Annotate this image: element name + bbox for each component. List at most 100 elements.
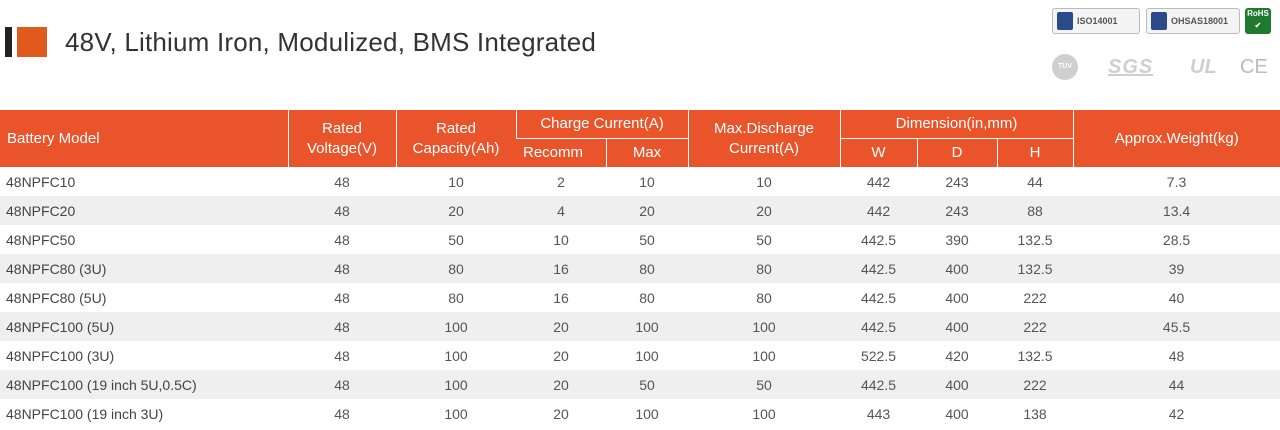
battery-spec-table: Battery Model Rated Voltage(V) Rated Cap…	[0, 110, 1280, 428]
cell-recomm: 20	[553, 405, 569, 422]
cell-recomm: 2	[557, 173, 565, 190]
cell-w: 442.5	[840, 254, 918, 283]
cell-max: 50	[639, 231, 655, 248]
iso14001-badge: ISO14001	[1052, 8, 1140, 34]
cell-h: 88	[997, 196, 1074, 225]
cell-max: 10	[639, 173, 655, 190]
cell-weight: 44	[1073, 370, 1280, 399]
cell-voltage: 48	[334, 231, 350, 248]
cell-h: 132.5	[1017, 231, 1053, 248]
cell-discharge: 100	[688, 312, 841, 341]
cell-max: 80	[639, 289, 655, 306]
tuv-logo: TÜV	[1052, 54, 1078, 80]
cell-w: 442.5	[860, 231, 897, 248]
cell-model: 48NPFC100 (5U)	[0, 312, 288, 341]
certificate-icon	[1151, 12, 1167, 30]
cell-capacity: 20	[396, 196, 516, 225]
header-dimension: Dimension(in,mm)	[839, 110, 1074, 139]
cell-capacity: 100	[396, 370, 516, 399]
cell-discharge: 80	[688, 254, 841, 283]
cell-model: 48NPFC20	[0, 196, 288, 225]
cell-voltage: 48	[288, 254, 396, 283]
cell-max: 100	[635, 347, 659, 364]
header-rated-voltage: Rated Voltage(V)	[287, 110, 396, 167]
cell-max: 100	[606, 312, 689, 341]
table-row: 48NPFC100 (3U) 48 100 20 100 100 522.5 420 132.5…	[0, 341, 1280, 370]
cell-d: 390	[945, 231, 969, 248]
cell-d: 243	[945, 173, 969, 190]
table-row: 48NPFC100 (19 inch 5U,0.5C) 48 100 20 50 50 44…	[0, 370, 1280, 399]
cell-discharge: 10	[756, 173, 772, 190]
title-row: 48V, Lithium Iron, Modulized, BMS Integr…	[0, 22, 596, 62]
cell-voltage: 48	[288, 370, 396, 399]
cell-weight: 28.5	[1162, 231, 1191, 248]
header-max: Max	[605, 138, 689, 167]
cell-weight: 13.4	[1073, 196, 1280, 225]
cell-model: 48NPFC100 (3U)	[6, 347, 115, 364]
ohsas18001-badge: OHSAS18001	[1146, 8, 1240, 34]
cell-d: 420	[945, 347, 969, 364]
cell-d: 400	[917, 312, 998, 341]
certificate-icon	[1057, 12, 1073, 30]
cell-discharge: 100	[752, 347, 776, 364]
cell-capacity: 50	[448, 231, 464, 248]
cell-capacity: 100	[444, 405, 468, 422]
cell-h: 222	[997, 370, 1074, 399]
cell-voltage: 48	[334, 173, 350, 190]
cell-model: 48NPFC10	[6, 173, 76, 190]
cell-max: 50	[606, 370, 689, 399]
ul-logo: UL	[1190, 56, 1217, 78]
header-recomm: Recomm	[516, 138, 606, 167]
table-row: 48NPFC20 48 20 4 20 20 442 243 88 13.4	[0, 196, 1280, 225]
cell-model: 48NPFC100 (19 inch 3U)	[6, 405, 164, 422]
cell-voltage: 48	[288, 196, 396, 225]
cell-d: 400	[917, 254, 998, 283]
table-row: 48NPFC50 48 50 10 50 50 442.5 390 132.5 28.5	[0, 225, 1280, 254]
cell-w: 442	[866, 173, 891, 190]
table-row: 48NPFC80 (5U) 48 80 16 80 80 442.5 400 222 40	[0, 283, 1280, 312]
cell-weight: 45.5	[1073, 312, 1280, 341]
cell-model: 48NPFC50	[6, 231, 76, 248]
header-battery-model: Battery Model	[0, 110, 288, 167]
cell-h: 132.5	[997, 254, 1074, 283]
cell-w: 522.5	[860, 347, 897, 364]
title-bar-icon	[5, 27, 12, 57]
cell-max: 20	[606, 196, 689, 225]
header-w: W	[839, 138, 918, 167]
table-row: 48NPFC80 (3U) 48 80 16 80 80 442.5 400 132.5 39	[0, 254, 1280, 283]
cell-w: 442.5	[840, 370, 918, 399]
cell-discharge: 100	[752, 405, 776, 422]
certification-logos: ISO14001 OHSAS18001 RoHS ✔ TÜV SGS UL CE	[1040, 6, 1280, 86]
cell-h: 138	[1023, 405, 1047, 422]
cell-max: 80	[606, 254, 689, 283]
table-row: 48NPFC10 48 10 2 10 10 442 243 44 7.3	[0, 167, 1280, 196]
cell-recomm: 16	[516, 254, 606, 283]
cell-h: 132.5	[1017, 347, 1053, 364]
cell-discharge: 50	[688, 370, 841, 399]
cell-max: 100	[635, 405, 659, 422]
header-max-discharge: Max.Discharge Current(A)	[687, 110, 841, 167]
cell-w: 442	[840, 196, 918, 225]
cell-recomm: 20	[516, 312, 606, 341]
cell-weight: 39	[1073, 254, 1280, 283]
cell-w: 442.5	[860, 289, 897, 306]
cell-discharge: 20	[688, 196, 841, 225]
cell-weight: 40	[1168, 289, 1185, 306]
cell-h: 222	[1023, 289, 1047, 306]
table-body: 48NPFC10 48 10 2 10 10 442 243 44 7.3 48NPFC20 48 20…	[0, 167, 1280, 428]
cell-w: 442.5	[840, 312, 918, 341]
cell-discharge: 80	[756, 289, 772, 306]
cell-w: 443	[866, 405, 891, 422]
cell-recomm: 20	[516, 370, 606, 399]
header-weight: Approx.Weight(kg)	[1072, 110, 1280, 167]
page-title: 48V, Lithium Iron, Modulized, BMS Integr…	[65, 26, 597, 57]
cell-model: 48NPFC80 (3U)	[0, 254, 288, 283]
cell-discharge: 50	[756, 231, 772, 248]
cell-recomm: 20	[553, 347, 569, 364]
cell-recomm: 4	[516, 196, 606, 225]
cell-voltage: 48	[288, 312, 396, 341]
table-row: 48NPFC100 (19 inch 3U) 48 100 20 100 100 443 40…	[0, 399, 1280, 428]
cell-capacity: 80	[448, 289, 464, 306]
table-row: 48NPFC100 (5U) 48 100 20 100 100 442.5 400 222 45…	[0, 312, 1280, 341]
header-rated-capacity: Rated Capacity(Ah)	[395, 110, 516, 167]
